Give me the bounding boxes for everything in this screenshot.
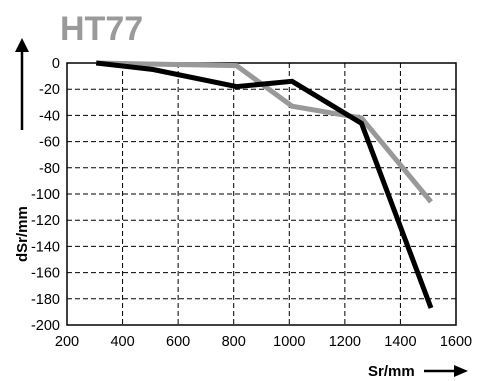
series-layer (95, 60, 434, 309)
y-tick-label: -100 (31, 187, 60, 203)
x-tick-label: 1600 (440, 334, 472, 350)
y-tick-label: -60 (39, 135, 60, 151)
tick-labels: 0 -20 -40 -60 -80 -100 -120 -140 -160 -180 -200200… (31, 56, 472, 350)
y-tick-label: -120 (31, 213, 60, 229)
y-axis-label: dSr/mm (14, 206, 31, 262)
x-axis-arrowhead (454, 365, 468, 377)
x-axis-label: Sr/mm (368, 363, 415, 380)
axes: dSr/mm Sr/mm (14, 38, 468, 380)
y-tick-label: -180 (31, 292, 60, 308)
y-tick-label: -200 (31, 318, 60, 334)
x-tick-label: 800 (222, 334, 246, 350)
grid (66, 62, 457, 326)
series-line-1 (95, 60, 434, 309)
y-tick-label: -40 (39, 108, 60, 124)
x-tick-label: 1400 (384, 334, 416, 350)
y-tick-label: -140 (31, 239, 60, 255)
plot-frame (66, 62, 457, 326)
y-tick-label: -20 (39, 82, 60, 98)
x-tick-label: 600 (166, 334, 190, 350)
x-tick-label: 1200 (329, 334, 361, 350)
y-tick-label: -80 (39, 161, 60, 177)
y-tick-label: -160 (31, 266, 60, 282)
x-tick-label: 400 (110, 334, 134, 350)
y-axis-arrowhead (15, 38, 29, 52)
chart-title: HT77 (60, 10, 143, 48)
x-tick-label: 1000 (273, 334, 305, 350)
y-tick-label: 0 (52, 56, 60, 72)
x-tick-label: 200 (55, 334, 79, 350)
